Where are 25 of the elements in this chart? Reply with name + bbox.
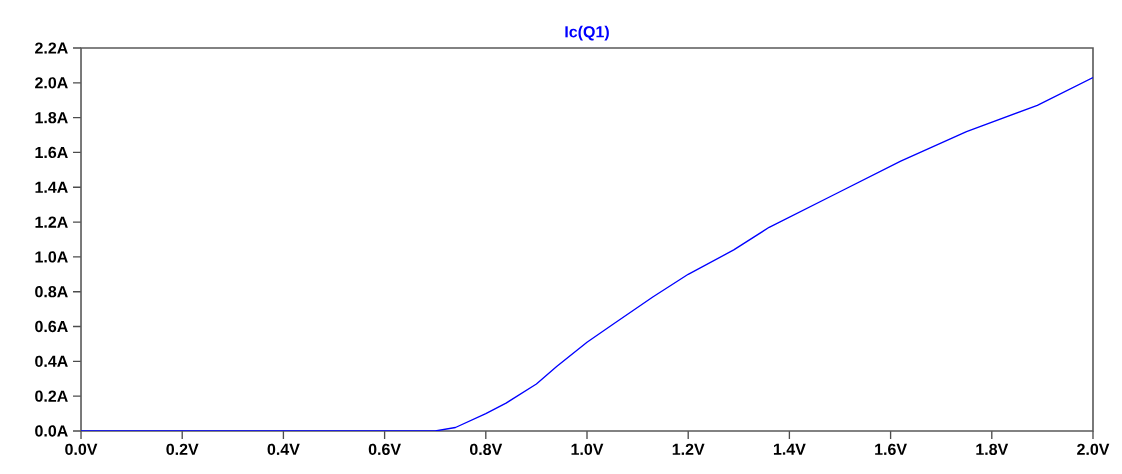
x-tick-label: 0.0V [65,443,98,456]
x-tick-label: 1.4V [773,443,806,455]
x-tick-label: 1.2V [672,443,705,455]
x-tick-label: 0.4V [267,443,300,456]
y-tick-label: 0.4A [35,355,68,367]
y-tick-label: 1.2A [35,216,68,228]
y-tick-label: 1.8A [35,111,68,124]
chart-title: Ic(Q1) [565,25,609,41]
line-series [81,76,1093,431]
y-tick-label: 2.2A [35,42,68,54]
y-tick-label: 0.2A [35,390,68,402]
y-tick-label: 1.6A [35,146,68,159]
x-tick-label: 1.0V [571,443,604,456]
x-tick-label: 0.2V [166,443,199,456]
y-tick-label: 1.0A [35,251,68,263]
y-tick-label: 1.4A [35,181,68,193]
y-tick-label: 0.8A [35,286,68,298]
y-tick-label: 2.0A [35,77,68,89]
x-tick-label: 0.6V [368,443,401,456]
x-tick-label: 1.6V [875,443,907,456]
x-tick-label: 2.0V [1077,443,1110,456]
y-tick-label: 0.6A [35,320,68,333]
x-tick-label: 0.8V [469,443,503,456]
y-tick-label: 0.0A [35,425,68,437]
x-tick-label: 1.8V [976,443,1009,456]
